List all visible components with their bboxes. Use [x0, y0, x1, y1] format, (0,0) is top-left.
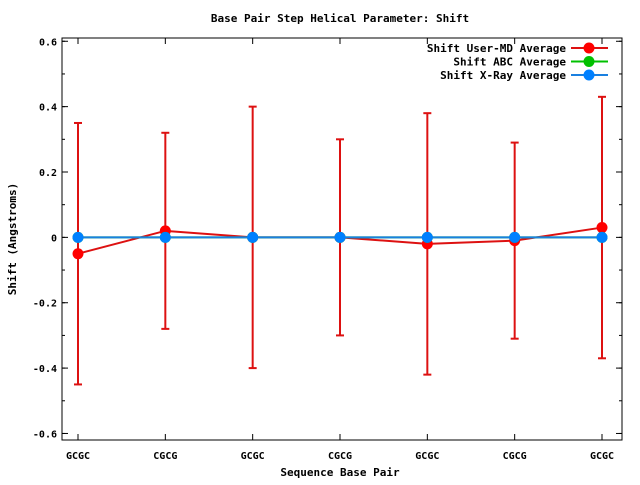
data-point: [596, 222, 608, 234]
legend-label: Shift ABC Average: [453, 56, 566, 69]
y-tick-label: -0.6: [33, 429, 57, 440]
x-tick-label: CGCG: [328, 451, 352, 462]
x-tick-label: GCGC: [241, 451, 265, 462]
chart-title: Base Pair Step Helical Parameter: Shift: [211, 12, 469, 25]
x-axis-label: Sequence Base Pair: [280, 466, 400, 479]
y-tick-label: -0.4: [33, 364, 57, 375]
series-2: [72, 231, 608, 243]
y-tick-label: 0: [51, 233, 57, 244]
data-point: [159, 231, 171, 243]
y-axis: 0.6 0.4 0.2 0 -0.2 -0.4 -0.6: [33, 37, 622, 440]
legend-marker: [583, 56, 595, 67]
legend-marker: [583, 42, 595, 54]
x-tick-label: CGCG: [503, 451, 527, 462]
series-layer: [72, 95, 608, 386]
y-tick-label: -0.2: [33, 299, 57, 310]
x-tick-label: GCGC: [66, 451, 90, 462]
x-tick-label: GCGC: [415, 451, 439, 462]
data-point: [72, 231, 84, 243]
data-point: [509, 231, 521, 243]
x-tick-label: CGCG: [153, 451, 177, 462]
y-tick-label: 0.6: [39, 37, 57, 48]
plot-frame: [61, 37, 623, 441]
x-tick-label: GCGC: [590, 451, 614, 462]
y-tick-label: 0.2: [39, 168, 57, 179]
data-point: [334, 231, 346, 243]
data-point: [72, 248, 84, 260]
data-point: [421, 231, 433, 243]
legend-marker: [583, 69, 595, 81]
data-point: [247, 231, 259, 243]
x-axis: GCGC CGCG GCGC CGCG GCGC CGCG GCGC: [66, 38, 614, 462]
y-tick-label: 0.4: [39, 103, 57, 114]
legend-label: Shift User-MD Average: [427, 42, 566, 55]
y-axis-label: Shift (Angstroms): [6, 183, 19, 296]
data-point: [596, 231, 608, 243]
legend-label: Shift X-Ray Average: [440, 69, 566, 82]
